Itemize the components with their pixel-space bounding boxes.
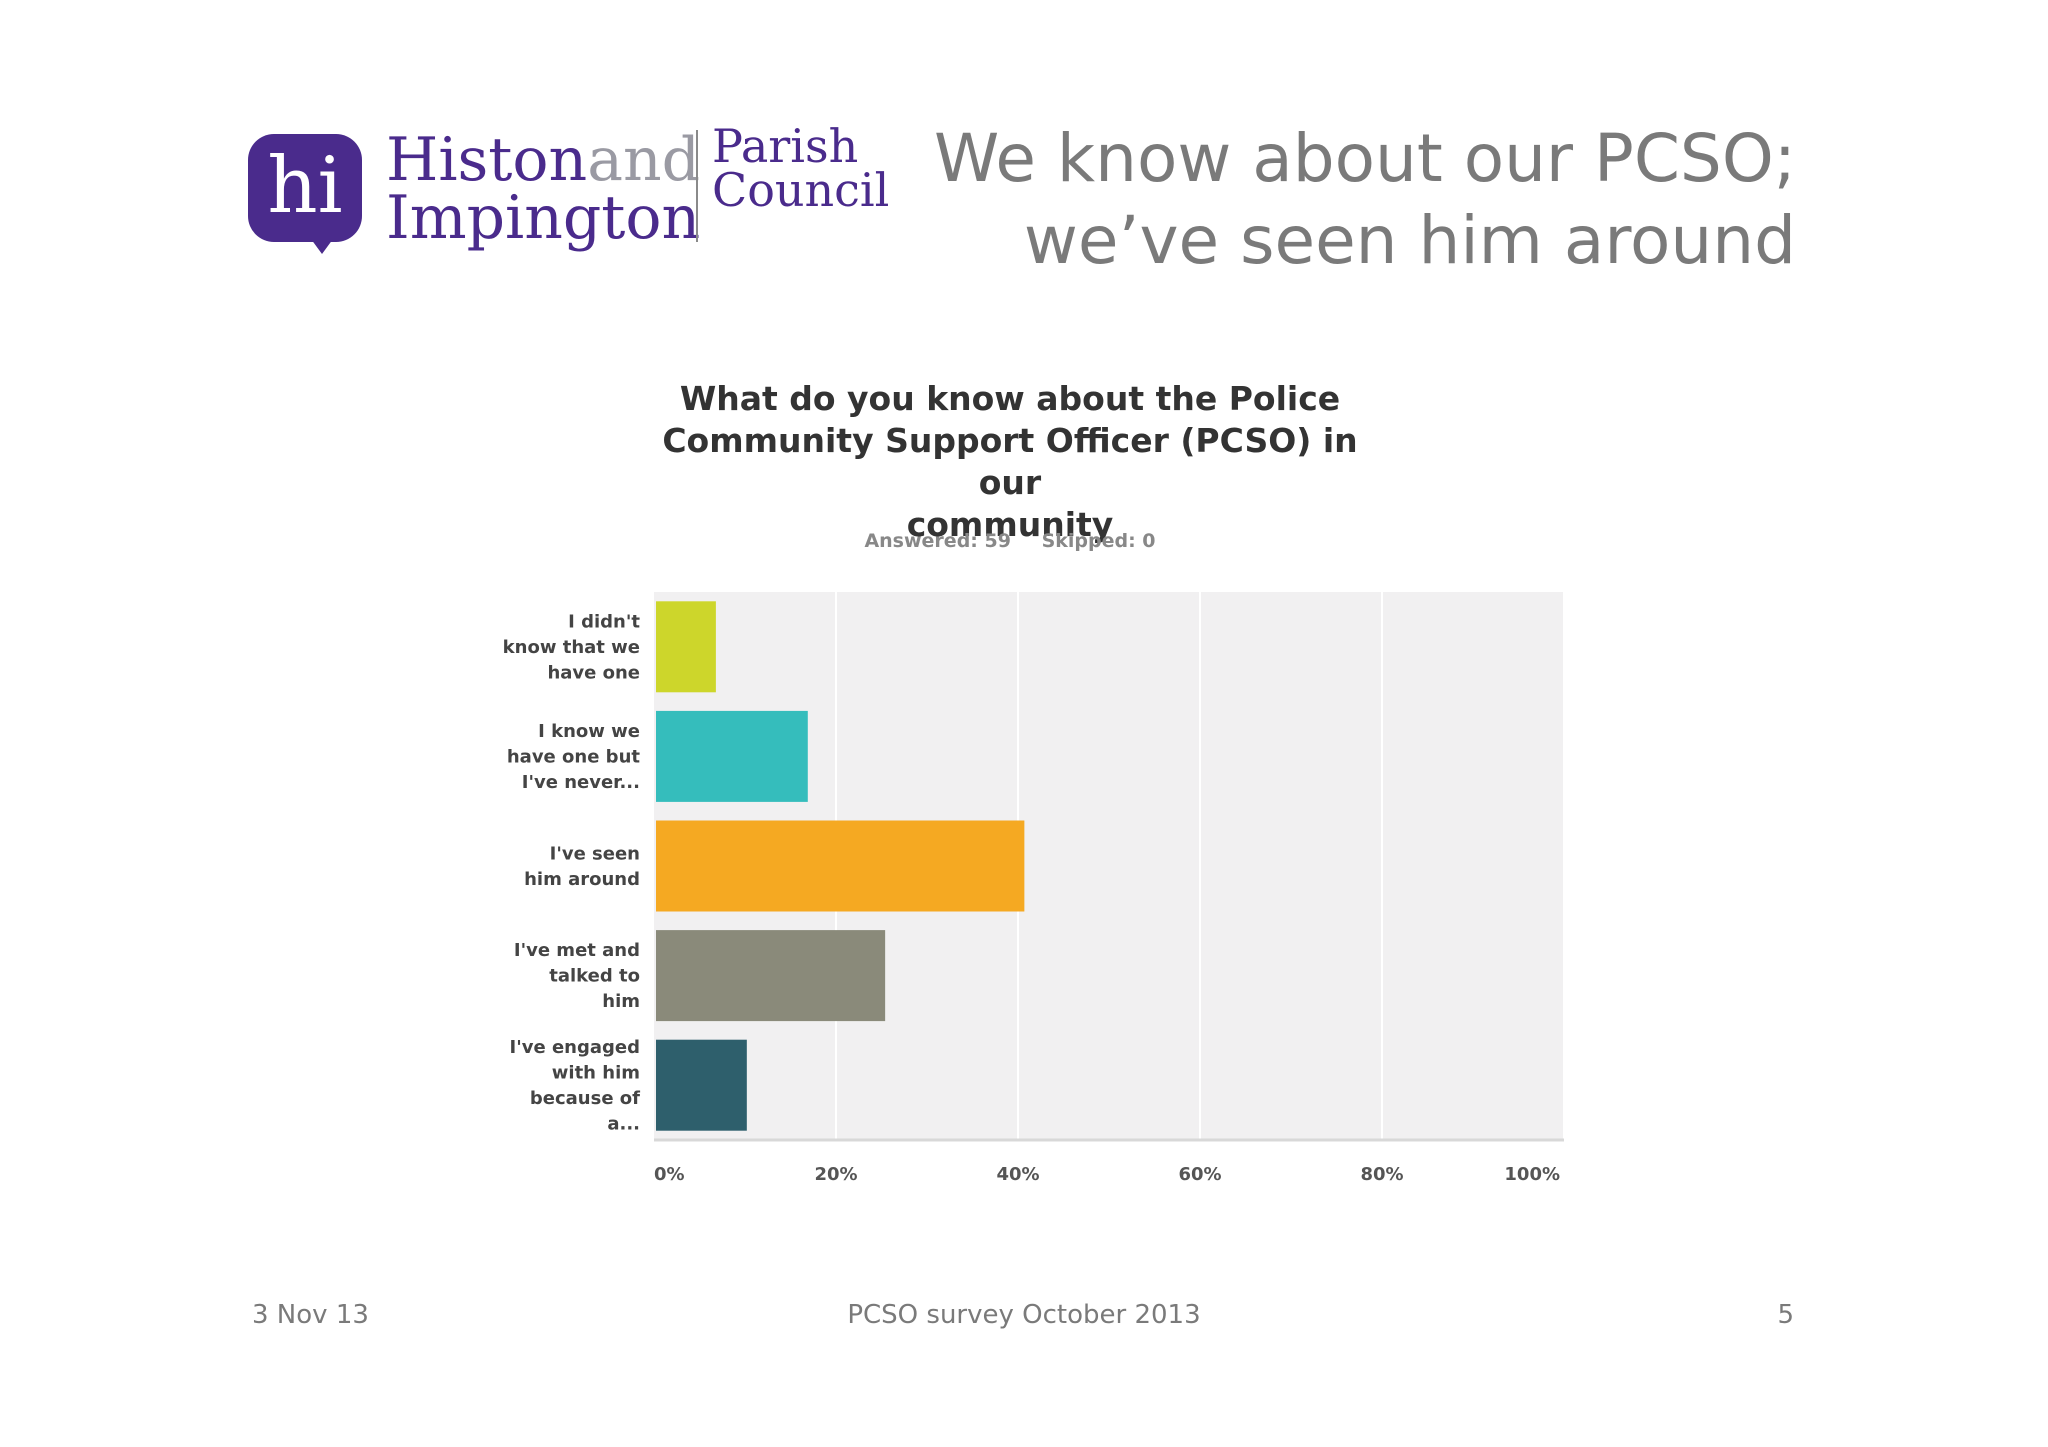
bar [656, 820, 1025, 912]
chart-title-line-2: Community Support Officer (PCSO) in our [662, 421, 1358, 502]
bar-chart: 0% 20% 40% 60% 80% 100% I didn't know that we ha… [503, 592, 1565, 1185]
skipped-count: Skipped: 0 [1041, 530, 1156, 552]
category-label: him [602, 991, 640, 1012]
category-label: I've seen [550, 843, 640, 864]
bar [656, 710, 808, 802]
logo-council-line-2: Council [712, 163, 890, 217]
category-label: with him [552, 1062, 640, 1083]
slide-title-line-2: we’ve seen him around [1023, 202, 1796, 279]
category-label: I've engaged [510, 1037, 640, 1058]
logo-council: Parish Council [712, 119, 890, 217]
chart-meta: Answered: 59 Skipped: 0 [760, 530, 1260, 552]
category-label: him around [524, 869, 640, 890]
x-tick-label: 60% [1178, 1164, 1221, 1185]
x-tick-label: 0% [654, 1164, 685, 1185]
category-label: have one [547, 662, 640, 683]
footer-date: 3 Nov 13 [252, 1300, 369, 1330]
category-label: talked to [549, 966, 640, 987]
logo-divider [696, 130, 698, 242]
category-label: I know we [538, 721, 640, 742]
category-label: know that we [503, 637, 640, 658]
logo: hi Histonand Impington Parish Council [248, 119, 890, 264]
bar [656, 601, 716, 693]
x-tick-label: 40% [996, 1164, 1039, 1185]
category-label: because of [530, 1088, 640, 1109]
footer-title: PCSO survey October 2013 [847, 1300, 1201, 1330]
chart-title-line-1: What do you know about the Police [679, 379, 1341, 418]
logo-and: and [587, 125, 701, 195]
logo-badge-tail [300, 224, 344, 254]
bar [656, 1039, 747, 1131]
logo-line-2: Impington [386, 183, 701, 253]
category-label: a... [607, 1113, 640, 1134]
logo-badge-text: hi [267, 141, 343, 231]
x-tick-label: 20% [814, 1164, 857, 1185]
logo-histon: Histon [386, 125, 588, 195]
bar [656, 930, 886, 1022]
chart-title-line-3: community [906, 505, 1114, 544]
category-label: have one but [507, 746, 641, 767]
answered-count: Answered: 59 [864, 530, 1011, 552]
category-label: I've never... [522, 772, 640, 793]
category-label: I've met and [514, 940, 640, 961]
logo-line-1: Histonand [386, 128, 700, 192]
chart-title: What do you know about the Police Commun… [640, 378, 1380, 546]
slide-title-line-1: We know about our PCSO; [933, 120, 1796, 197]
x-tick-label: 100% [1504, 1164, 1560, 1185]
logo-council-line-1: Parish [712, 119, 859, 173]
page-number: 5 [1777, 1300, 1794, 1330]
category-label: I didn't [568, 611, 640, 632]
slide-title: We know about our PCSO; we’ve seen him a… [934, 118, 1796, 282]
x-tick-label: 80% [1360, 1164, 1403, 1185]
